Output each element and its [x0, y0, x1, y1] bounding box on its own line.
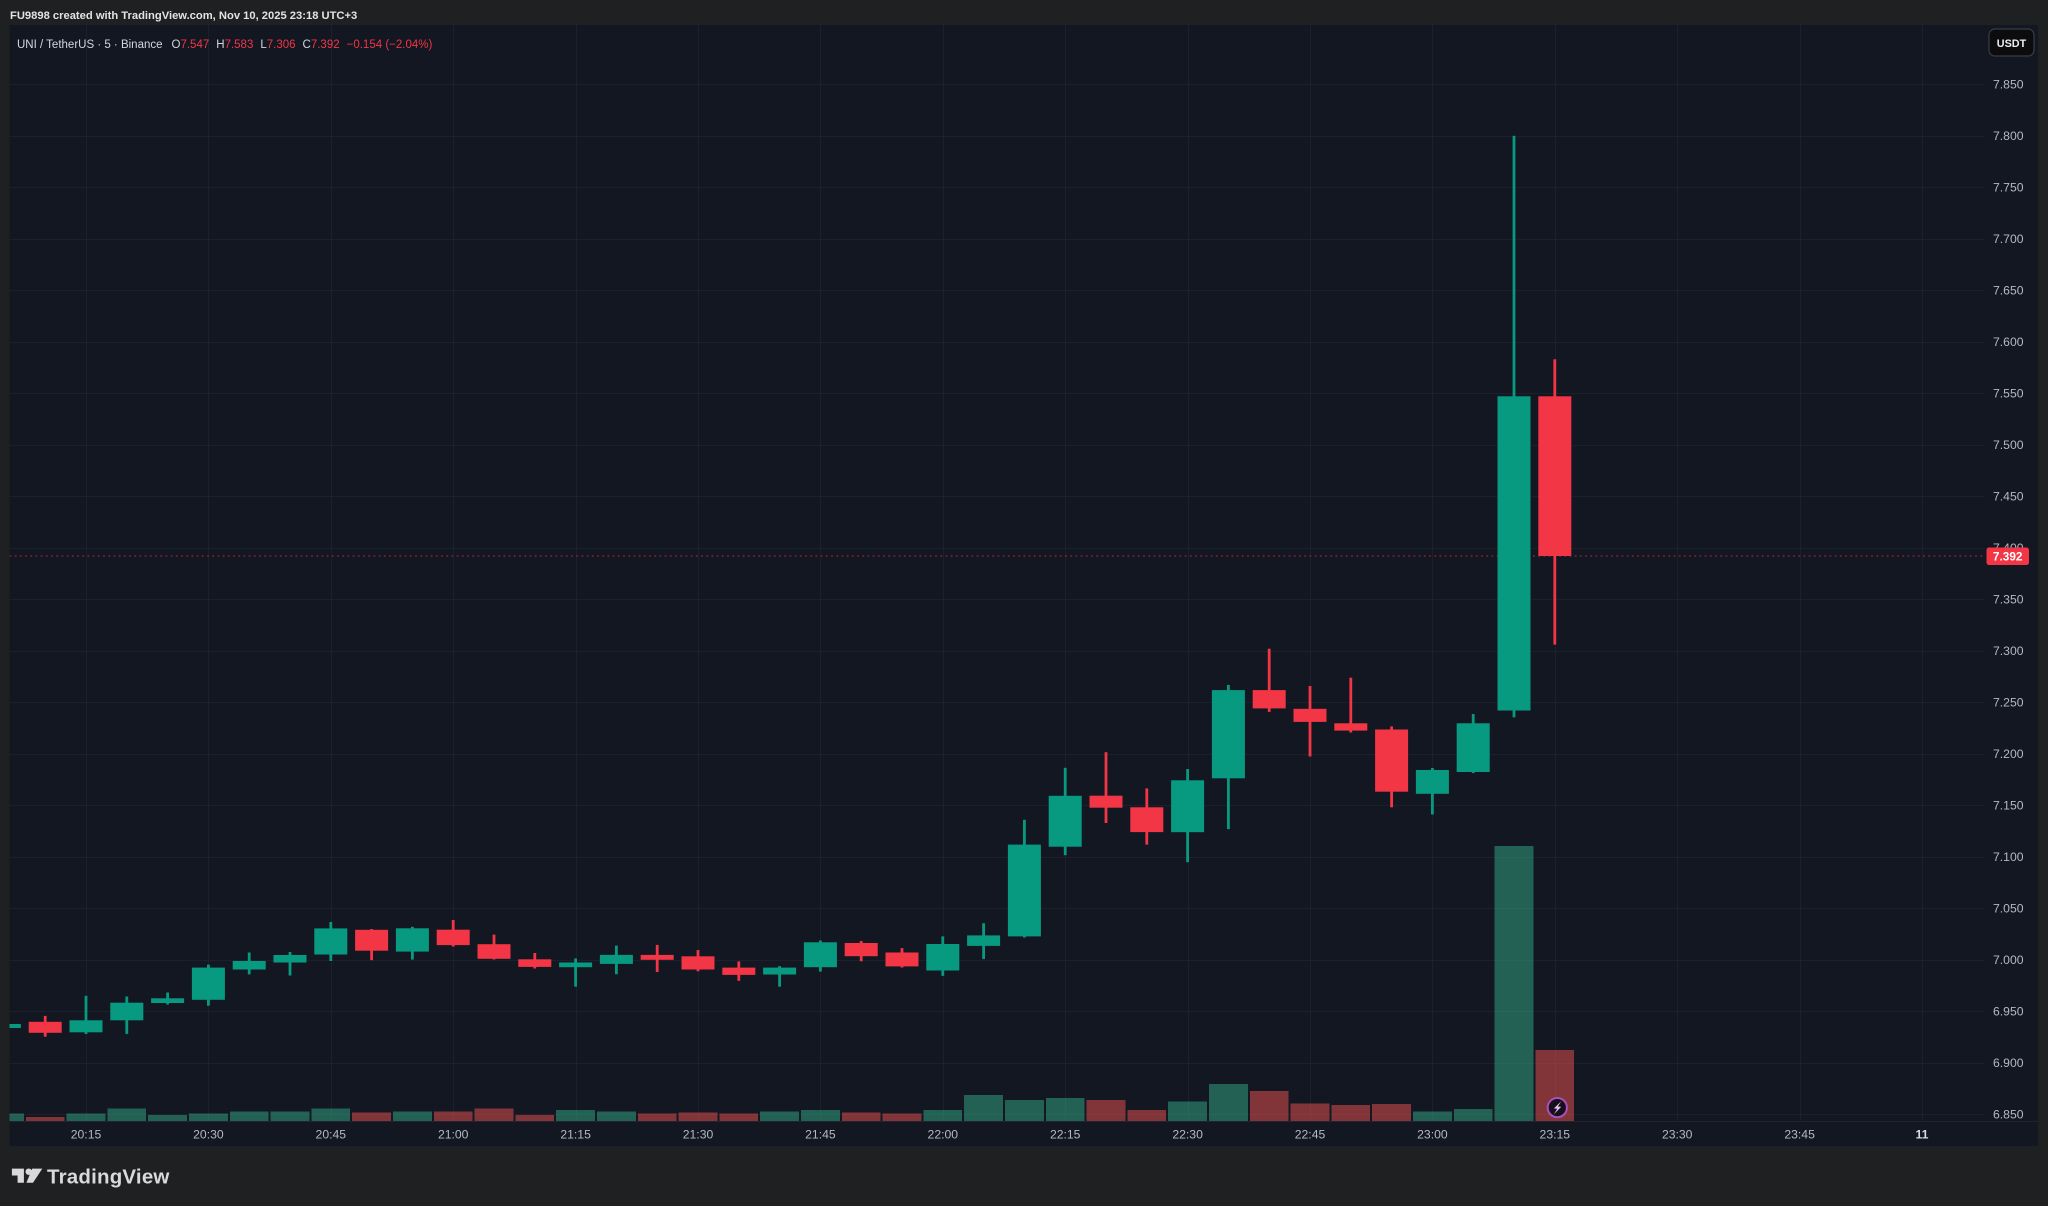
- svg-text:7.650: 7.650: [1993, 284, 2024, 298]
- svg-text:20:15: 20:15: [71, 1127, 102, 1141]
- svg-text:6.900: 6.900: [1993, 1056, 2024, 1070]
- svg-text:20:30: 20:30: [193, 1127, 224, 1141]
- svg-text:23:45: 23:45: [1784, 1127, 1815, 1141]
- svg-text:23:15: 23:15: [1540, 1127, 1571, 1141]
- svg-text:7.500: 7.500: [1993, 438, 2024, 452]
- svg-text:21:30: 21:30: [683, 1127, 714, 1141]
- svg-text:7.150: 7.150: [1993, 799, 2024, 813]
- svg-text:7.050: 7.050: [1993, 902, 2024, 916]
- svg-text:20:45: 20:45: [316, 1127, 347, 1141]
- svg-text:TradingView: TradingView: [47, 1165, 170, 1188]
- svg-text:11: 11: [1916, 1127, 1929, 1141]
- svg-text:7.700: 7.700: [1993, 232, 2024, 246]
- svg-text:6.950: 6.950: [1993, 1005, 2024, 1019]
- svg-text:7.850: 7.850: [1993, 78, 2024, 92]
- svg-text:22:45: 22:45: [1295, 1127, 1326, 1141]
- svg-text:22:15: 22:15: [1050, 1127, 1081, 1141]
- svg-text:7.100: 7.100: [1993, 850, 2024, 864]
- svg-text:21:45: 21:45: [805, 1127, 836, 1141]
- svg-text:7.200: 7.200: [1993, 747, 2024, 761]
- svg-text:23:30: 23:30: [1662, 1127, 1693, 1141]
- svg-text:7.450: 7.450: [1993, 490, 2024, 504]
- svg-text:22:00: 22:00: [928, 1127, 959, 1141]
- svg-text:FU9898 created with TradingVie: FU9898 created with TradingView.com, Nov…: [10, 10, 357, 22]
- svg-text:6.850: 6.850: [1993, 1108, 2024, 1122]
- svg-text:22:30: 22:30: [1172, 1127, 1203, 1141]
- svg-text:7.750: 7.750: [1993, 181, 2024, 195]
- svg-text:7.800: 7.800: [1993, 129, 2024, 143]
- svg-text:7.250: 7.250: [1993, 696, 2024, 710]
- svg-text:21:15: 21:15: [560, 1127, 591, 1141]
- svg-text:21:00: 21:00: [438, 1127, 469, 1141]
- svg-text:7.550: 7.550: [1993, 387, 2024, 401]
- svg-text:7.600: 7.600: [1993, 335, 2024, 349]
- svg-text:USDT: USDT: [1997, 38, 2027, 50]
- svg-text:23:00: 23:00: [1417, 1127, 1448, 1141]
- svg-text:7.000: 7.000: [1993, 953, 2024, 967]
- svg-text:7.300: 7.300: [1993, 644, 2024, 658]
- svg-text:7.350: 7.350: [1993, 593, 2024, 607]
- svg-text:7.392: 7.392: [1993, 550, 2023, 564]
